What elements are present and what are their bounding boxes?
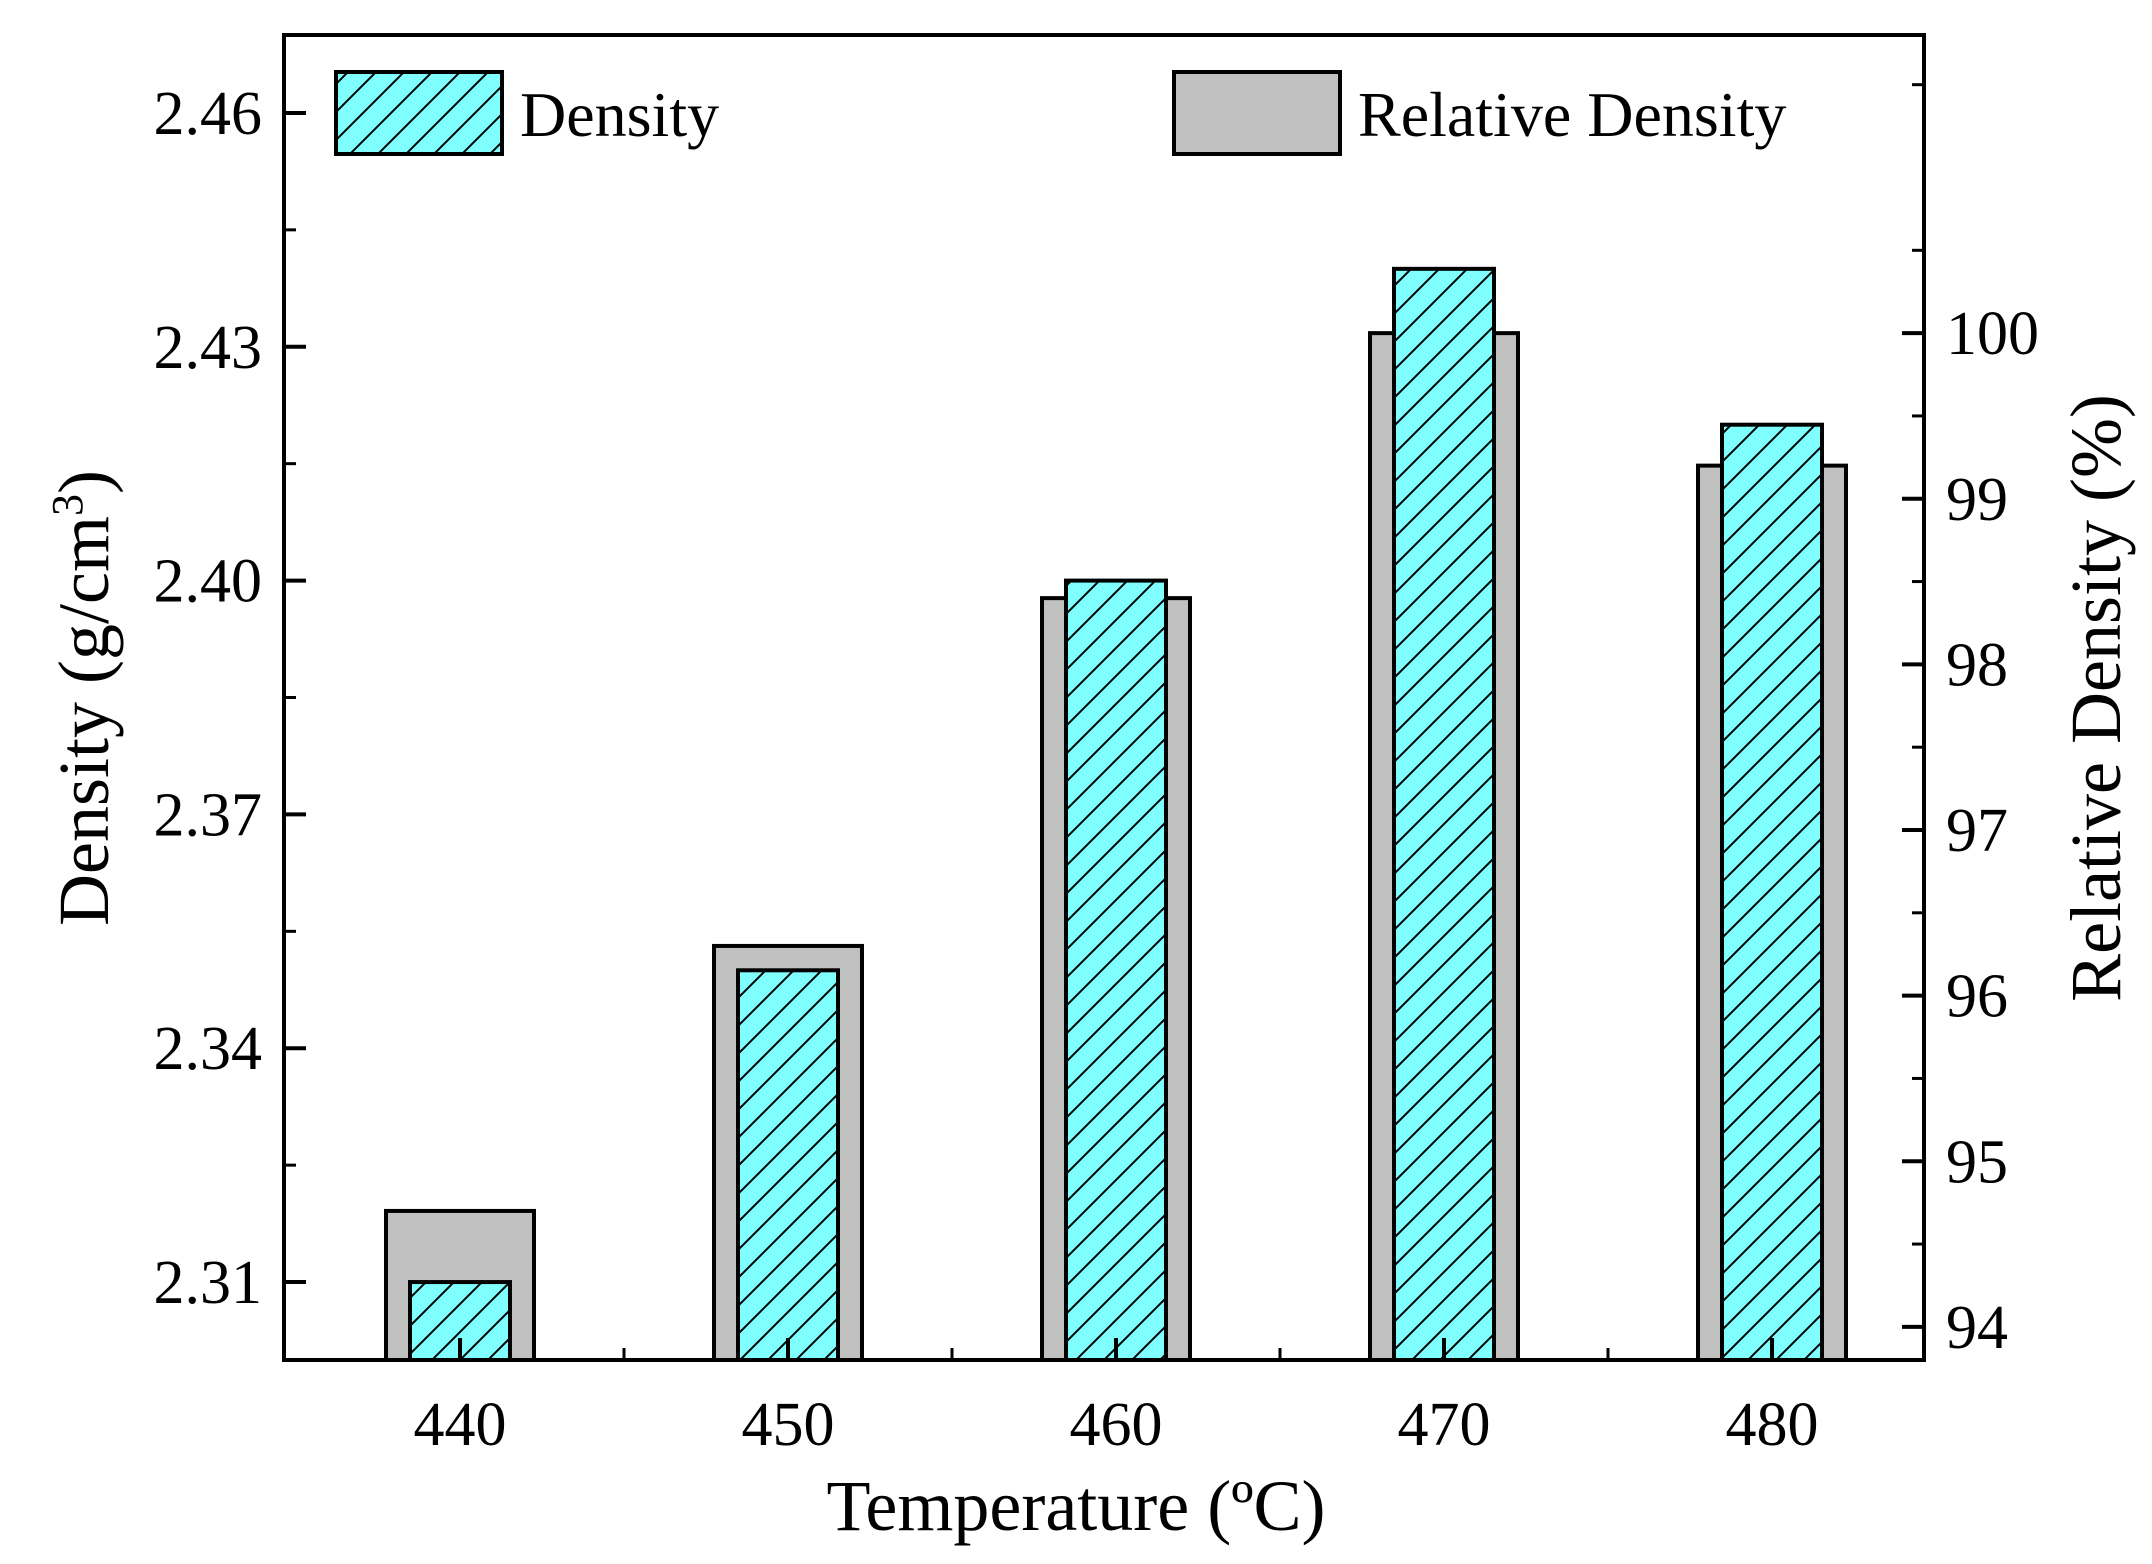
x-axis-title: Temperature (ºC) xyxy=(826,1466,1325,1546)
x-tick-label-470: 470 xyxy=(1398,1391,1491,1459)
legend-label-relative-density: Relative Density xyxy=(1358,79,1786,150)
right-tick-label-99: 99 xyxy=(1946,466,2008,534)
left-tick-label-2.37: 2.37 xyxy=(154,781,263,849)
right-tick-label-98: 98 xyxy=(1946,631,2008,699)
right-tick-label-95: 95 xyxy=(1946,1128,2008,1196)
density-bars xyxy=(408,266,1824,1363)
left-axis-ticks: 2.31 2.34 2.37 2.40 2.43 2.46 xyxy=(154,80,306,1317)
left-tick-label-2.40: 2.40 xyxy=(154,548,263,616)
right-axis-title: Relative Density (%) xyxy=(2056,394,2136,1002)
right-tick-label-96: 96 xyxy=(1946,963,2008,1031)
left-tick-label-2.43: 2.43 xyxy=(154,314,263,382)
left-axis-title-prefix: Density (g/cm xyxy=(44,516,124,926)
legend-label-density: Density xyxy=(520,79,719,150)
left-axis-title-suffix: ) xyxy=(44,470,124,494)
left-tick-label-2.34: 2.34 xyxy=(154,1015,263,1083)
right-tick-label-97: 97 xyxy=(1946,797,2008,865)
density-bar-460 xyxy=(1064,578,1168,1362)
x-tick-label-440: 440 xyxy=(414,1391,507,1459)
x-axis-ticks: 440 450 460 470 480 xyxy=(414,1338,1819,1459)
left-axis-title: Density (g/cm3) xyxy=(43,470,124,926)
left-axis-title-superscript: 3 xyxy=(43,494,92,516)
right-axis-ticks: 94 95 96 97 98 99 100 xyxy=(1902,83,2039,1362)
density-bar-470 xyxy=(1392,266,1496,1363)
legend: Density Relative Density xyxy=(334,70,1786,156)
x-tick-label-450: 450 xyxy=(742,1391,835,1459)
legend-swatch-density xyxy=(334,70,504,156)
density-bar-480 xyxy=(1720,422,1824,1362)
left-tick-label-2.46: 2.46 xyxy=(154,80,263,148)
left-tick-label-2.31: 2.31 xyxy=(154,1249,263,1317)
right-tick-label-100: 100 xyxy=(1946,300,2039,368)
density-bar-450 xyxy=(736,968,840,1362)
right-tick-label-94: 94 xyxy=(1946,1294,2008,1362)
x-tick-label-480: 480 xyxy=(1726,1391,1819,1459)
legend-swatch-relative-density xyxy=(1172,70,1342,156)
x-tick-label-460: 460 xyxy=(1070,1391,1163,1459)
